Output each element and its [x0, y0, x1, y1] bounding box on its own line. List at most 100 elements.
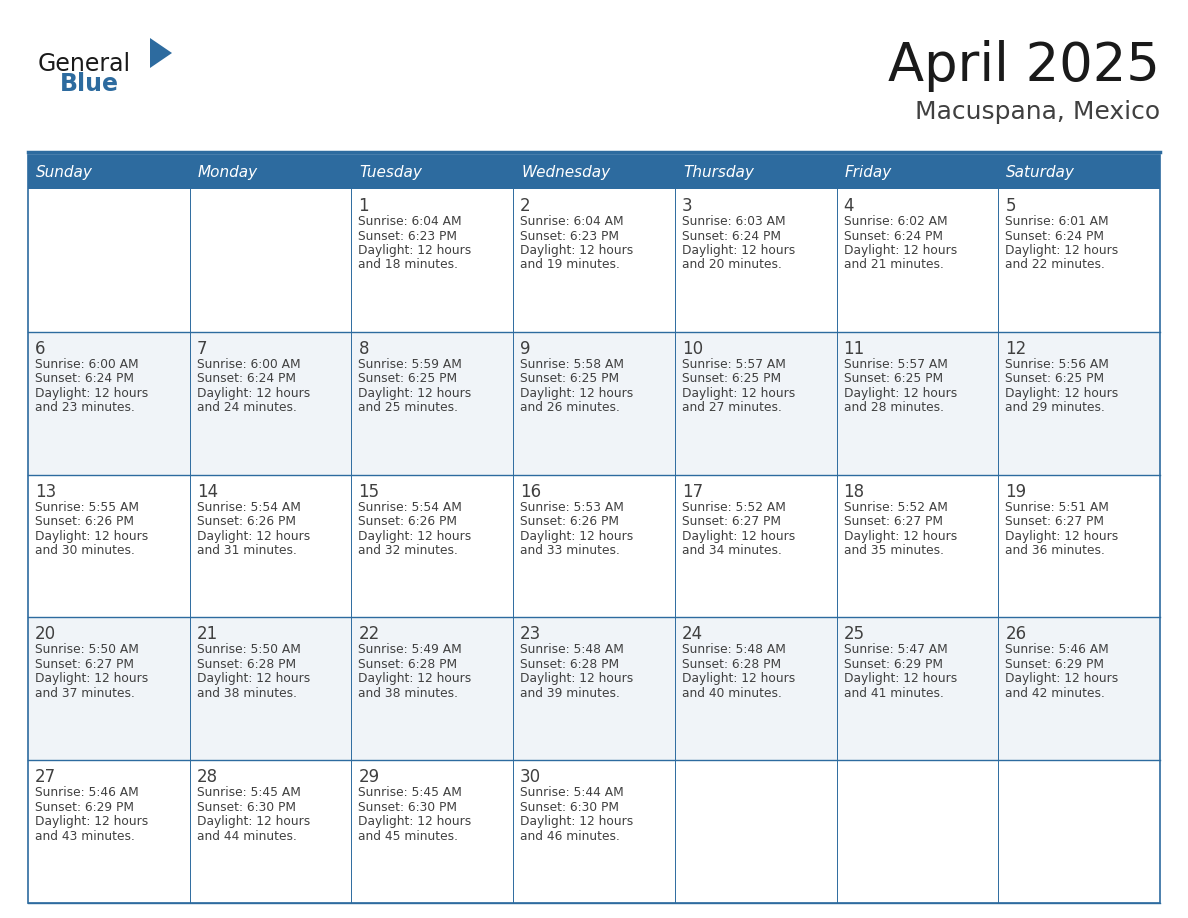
Text: Sunset: 6:27 PM: Sunset: 6:27 PM: [682, 515, 781, 528]
Text: Sunset: 6:25 PM: Sunset: 6:25 PM: [359, 373, 457, 386]
Text: Monday: Monday: [197, 164, 258, 180]
Text: and 28 minutes.: and 28 minutes.: [843, 401, 943, 414]
Text: 19: 19: [1005, 483, 1026, 500]
Text: Daylight: 12 hours: Daylight: 12 hours: [843, 672, 956, 686]
Text: and 32 minutes.: and 32 minutes.: [359, 544, 459, 557]
Text: Sunrise: 5:57 AM: Sunrise: 5:57 AM: [843, 358, 948, 371]
Text: Sunrise: 5:50 AM: Sunrise: 5:50 AM: [34, 644, 139, 656]
Text: Sunrise: 5:53 AM: Sunrise: 5:53 AM: [520, 500, 624, 513]
Text: Daylight: 12 hours: Daylight: 12 hours: [520, 530, 633, 543]
Text: Daylight: 12 hours: Daylight: 12 hours: [520, 386, 633, 400]
Text: Sunset: 6:30 PM: Sunset: 6:30 PM: [197, 800, 296, 813]
Text: 27: 27: [34, 768, 56, 786]
Bar: [29, 189, 1159, 331]
Text: and 39 minutes.: and 39 minutes.: [520, 687, 620, 700]
Text: Wednesday: Wednesday: [522, 164, 611, 180]
Text: Sunset: 6:28 PM: Sunset: 6:28 PM: [682, 658, 781, 671]
Text: and 43 minutes.: and 43 minutes.: [34, 830, 135, 843]
Bar: [352, 155, 513, 189]
Text: and 27 minutes.: and 27 minutes.: [682, 401, 782, 414]
Text: and 35 minutes.: and 35 minutes.: [843, 544, 943, 557]
Text: and 29 minutes.: and 29 minutes.: [1005, 401, 1105, 414]
Text: Macuspana, Mexico: Macuspana, Mexico: [915, 100, 1159, 124]
Text: Saturday: Saturday: [1006, 164, 1075, 180]
Text: and 37 minutes.: and 37 minutes.: [34, 687, 135, 700]
Text: Sunset: 6:27 PM: Sunset: 6:27 PM: [843, 515, 942, 528]
Text: Sunset: 6:24 PM: Sunset: 6:24 PM: [682, 230, 781, 242]
Bar: [998, 155, 1159, 189]
Text: 17: 17: [682, 483, 703, 500]
Text: Daylight: 12 hours: Daylight: 12 hours: [34, 386, 148, 400]
Text: 10: 10: [682, 340, 703, 358]
Text: and 19 minutes.: and 19 minutes.: [520, 259, 620, 272]
Bar: [513, 155, 675, 189]
Text: Daylight: 12 hours: Daylight: 12 hours: [520, 244, 633, 257]
Text: 28: 28: [197, 768, 217, 786]
Text: Sunrise: 5:51 AM: Sunrise: 5:51 AM: [1005, 500, 1110, 513]
Text: Daylight: 12 hours: Daylight: 12 hours: [34, 530, 148, 543]
Bar: [29, 155, 190, 189]
Text: 15: 15: [359, 483, 379, 500]
Text: Sunrise: 5:44 AM: Sunrise: 5:44 AM: [520, 786, 624, 800]
Text: 22: 22: [359, 625, 380, 644]
Text: and 33 minutes.: and 33 minutes.: [520, 544, 620, 557]
Text: 6: 6: [34, 340, 45, 358]
Text: and 31 minutes.: and 31 minutes.: [197, 544, 297, 557]
Text: Sunset: 6:25 PM: Sunset: 6:25 PM: [843, 373, 943, 386]
Text: Sunrise: 5:46 AM: Sunrise: 5:46 AM: [1005, 644, 1110, 656]
Text: and 40 minutes.: and 40 minutes.: [682, 687, 782, 700]
Text: Sunset: 6:26 PM: Sunset: 6:26 PM: [34, 515, 134, 528]
Text: 29: 29: [359, 768, 379, 786]
Text: Sunset: 6:24 PM: Sunset: 6:24 PM: [1005, 230, 1105, 242]
Text: 13: 13: [34, 483, 56, 500]
Text: Sunrise: 5:55 AM: Sunrise: 5:55 AM: [34, 500, 139, 513]
Text: Daylight: 12 hours: Daylight: 12 hours: [197, 672, 310, 686]
Text: Sunrise: 5:46 AM: Sunrise: 5:46 AM: [34, 786, 139, 800]
Text: Daylight: 12 hours: Daylight: 12 hours: [197, 386, 310, 400]
Bar: [29, 760, 1159, 903]
Text: and 18 minutes.: and 18 minutes.: [359, 259, 459, 272]
Text: Sunset: 6:28 PM: Sunset: 6:28 PM: [520, 658, 619, 671]
Text: Sunrise: 5:49 AM: Sunrise: 5:49 AM: [359, 644, 462, 656]
Text: Blue: Blue: [61, 72, 119, 96]
Text: and 22 minutes.: and 22 minutes.: [1005, 259, 1105, 272]
Text: Daylight: 12 hours: Daylight: 12 hours: [682, 386, 795, 400]
Text: Sunrise: 6:00 AM: Sunrise: 6:00 AM: [34, 358, 139, 371]
Text: General: General: [38, 52, 131, 76]
Text: Sunset: 6:28 PM: Sunset: 6:28 PM: [197, 658, 296, 671]
Text: Daylight: 12 hours: Daylight: 12 hours: [1005, 530, 1119, 543]
Text: Daylight: 12 hours: Daylight: 12 hours: [1005, 386, 1119, 400]
Text: Daylight: 12 hours: Daylight: 12 hours: [1005, 672, 1119, 686]
Text: Sunrise: 5:54 AM: Sunrise: 5:54 AM: [197, 500, 301, 513]
Text: 21: 21: [197, 625, 217, 644]
Text: Sunrise: 5:45 AM: Sunrise: 5:45 AM: [197, 786, 301, 800]
Text: and 38 minutes.: and 38 minutes.: [359, 687, 459, 700]
Text: Daylight: 12 hours: Daylight: 12 hours: [520, 815, 633, 828]
Text: Sunrise: 5:48 AM: Sunrise: 5:48 AM: [520, 644, 624, 656]
Text: Daylight: 12 hours: Daylight: 12 hours: [682, 672, 795, 686]
Text: Sunset: 6:29 PM: Sunset: 6:29 PM: [1005, 658, 1105, 671]
Text: 7: 7: [197, 340, 207, 358]
Text: Sunset: 6:26 PM: Sunset: 6:26 PM: [197, 515, 296, 528]
Bar: [29, 475, 1159, 618]
Text: Daylight: 12 hours: Daylight: 12 hours: [843, 244, 956, 257]
Text: and 42 minutes.: and 42 minutes.: [1005, 687, 1105, 700]
Text: Sunrise: 5:56 AM: Sunrise: 5:56 AM: [1005, 358, 1110, 371]
Text: and 44 minutes.: and 44 minutes.: [197, 830, 297, 843]
Text: 4: 4: [843, 197, 854, 215]
Text: April 2025: April 2025: [889, 40, 1159, 92]
Text: Sunset: 6:27 PM: Sunset: 6:27 PM: [34, 658, 134, 671]
Text: Sunrise: 5:52 AM: Sunrise: 5:52 AM: [843, 500, 948, 513]
Text: 24: 24: [682, 625, 703, 644]
Text: 8: 8: [359, 340, 369, 358]
Text: and 38 minutes.: and 38 minutes.: [197, 687, 297, 700]
Text: 9: 9: [520, 340, 531, 358]
Text: and 36 minutes.: and 36 minutes.: [1005, 544, 1105, 557]
Text: Sunrise: 6:00 AM: Sunrise: 6:00 AM: [197, 358, 301, 371]
Text: 2: 2: [520, 197, 531, 215]
Text: Sunrise: 5:45 AM: Sunrise: 5:45 AM: [359, 786, 462, 800]
Text: Daylight: 12 hours: Daylight: 12 hours: [1005, 244, 1119, 257]
Text: Sunrise: 6:04 AM: Sunrise: 6:04 AM: [359, 215, 462, 228]
Text: Sunset: 6:24 PM: Sunset: 6:24 PM: [843, 230, 942, 242]
Text: Sunrise: 6:04 AM: Sunrise: 6:04 AM: [520, 215, 624, 228]
